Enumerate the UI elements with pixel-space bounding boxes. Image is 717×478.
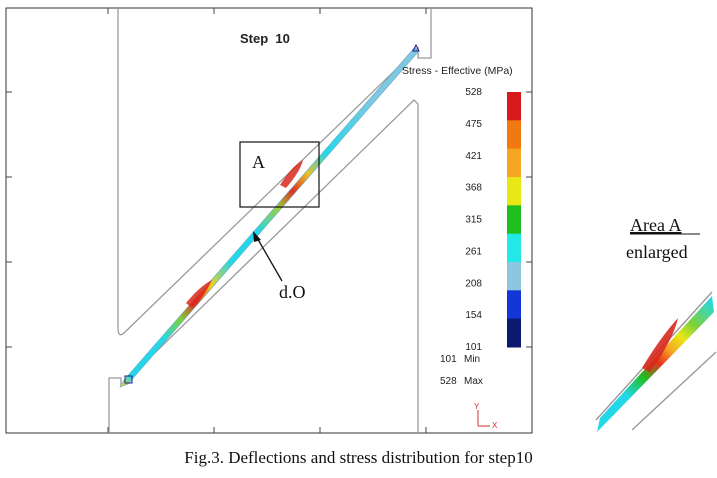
pointer-label: d.O <box>279 282 306 302</box>
axis-y-label: Y <box>474 402 480 411</box>
inset-enlarged-view <box>595 291 717 432</box>
area-a-label: A <box>252 152 265 172</box>
legend-swatch <box>507 318 521 348</box>
legend-tick-label: 101 <box>465 342 482 353</box>
frame-ticks <box>6 8 532 433</box>
legend-tick-label: 154 <box>465 310 482 321</box>
end-marker-left <box>124 375 133 384</box>
legend-color-bar <box>507 92 521 348</box>
legend-swatch <box>507 120 521 150</box>
inset-title: Area A <box>630 215 681 235</box>
strip-hotspot-lower <box>186 280 212 308</box>
legend-title: Stress - Effective (MPa) <box>402 65 513 77</box>
legend-tick-label: 475 <box>465 119 482 130</box>
legend-tick-label: 528 <box>465 87 482 98</box>
legend-tick-label: 315 <box>465 215 482 226</box>
strip-hotspot-upper <box>280 160 303 188</box>
max-label: Max <box>464 376 483 387</box>
legend-swatch <box>507 233 521 263</box>
legend-swatch <box>507 92 521 121</box>
inset-subtitle: enlarged <box>626 242 688 262</box>
step-title: Step 10 <box>240 31 290 46</box>
legend-swatch <box>507 290 521 320</box>
axis-x-label: X <box>492 421 498 430</box>
legend-swatch <box>507 205 521 235</box>
legend-tick-label: 421 <box>465 151 482 162</box>
min-value: 101 <box>440 354 457 365</box>
legend-tick-label: 208 <box>465 278 482 289</box>
legend-tick-label: 368 <box>465 183 482 194</box>
legend-swatch <box>507 262 521 291</box>
max-value: 528 <box>440 376 457 387</box>
legend-tick-labels: 528 475 421 368 315 261 208 154 101 <box>465 87 482 353</box>
area-a-box <box>239 141 320 208</box>
pointer-arrow-line <box>255 235 283 282</box>
legend-tick-label: 261 <box>465 246 482 257</box>
upper-die-outline <box>117 8 432 336</box>
pointer-arrowhead <box>253 231 261 242</box>
end-marker-right <box>412 43 420 52</box>
legend-swatch <box>507 177 521 206</box>
axis-triad: Y X <box>474 402 498 430</box>
legend-swatch <box>507 148 521 178</box>
min-label: Min <box>464 354 480 365</box>
figure-caption: Fig.3. Deflections and stress distributi… <box>184 448 533 467</box>
